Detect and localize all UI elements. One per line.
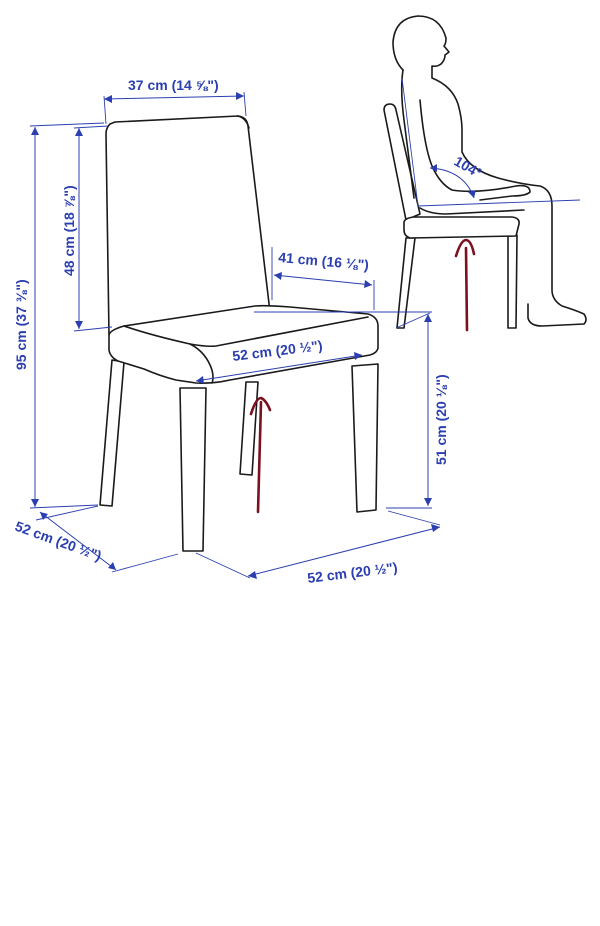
main-chair-drawing bbox=[99, 115, 379, 552]
chair-back-right-leg bbox=[239, 381, 259, 476]
seated-person-thigh bbox=[419, 207, 525, 215]
side-chair-front-leg bbox=[507, 234, 518, 329]
side-chair-backrest bbox=[383, 103, 421, 221]
back-width-label: 37 cm (14 ⅝") bbox=[128, 77, 219, 93]
chair-seat bbox=[108, 304, 379, 384]
side-view-drawing bbox=[383, 15, 587, 329]
dimension-lines bbox=[29, 77, 581, 579]
seat-height-label: 51 cm (20 ⅛") bbox=[433, 374, 449, 465]
annotation-arrows bbox=[249, 238, 476, 514]
up-arrow-annotation-icon bbox=[454, 238, 476, 332]
depth-label: 52 cm (20 ½") bbox=[13, 518, 104, 564]
seated-person-outline bbox=[392, 15, 587, 327]
chair-seat-front-crease bbox=[189, 343, 214, 384]
side-chair-rear-leg bbox=[396, 237, 416, 329]
total-height-label: 95 cm (37 ⅜") bbox=[13, 279, 29, 370]
back-height-label: 48 cm (18 ⅞") bbox=[61, 185, 77, 276]
side-chair-seat bbox=[403, 216, 520, 239]
chair-front-right-leg bbox=[351, 363, 379, 513]
chair-backrest bbox=[105, 115, 271, 336]
chair-front-left-leg bbox=[179, 387, 207, 552]
seated-person-back bbox=[400, 69, 415, 199]
chair-backrest-edge bbox=[237, 115, 250, 129]
chair-back-left-leg bbox=[99, 359, 125, 507]
recline-angle-label: 104° bbox=[452, 153, 485, 181]
seated-person-arm bbox=[419, 99, 531, 201]
up-arrow-annotation-icon bbox=[249, 396, 272, 514]
seat-depth-label: 41 cm (16 ⅛") bbox=[278, 249, 370, 273]
width-label: 52 cm (20 ½") bbox=[306, 559, 398, 586]
